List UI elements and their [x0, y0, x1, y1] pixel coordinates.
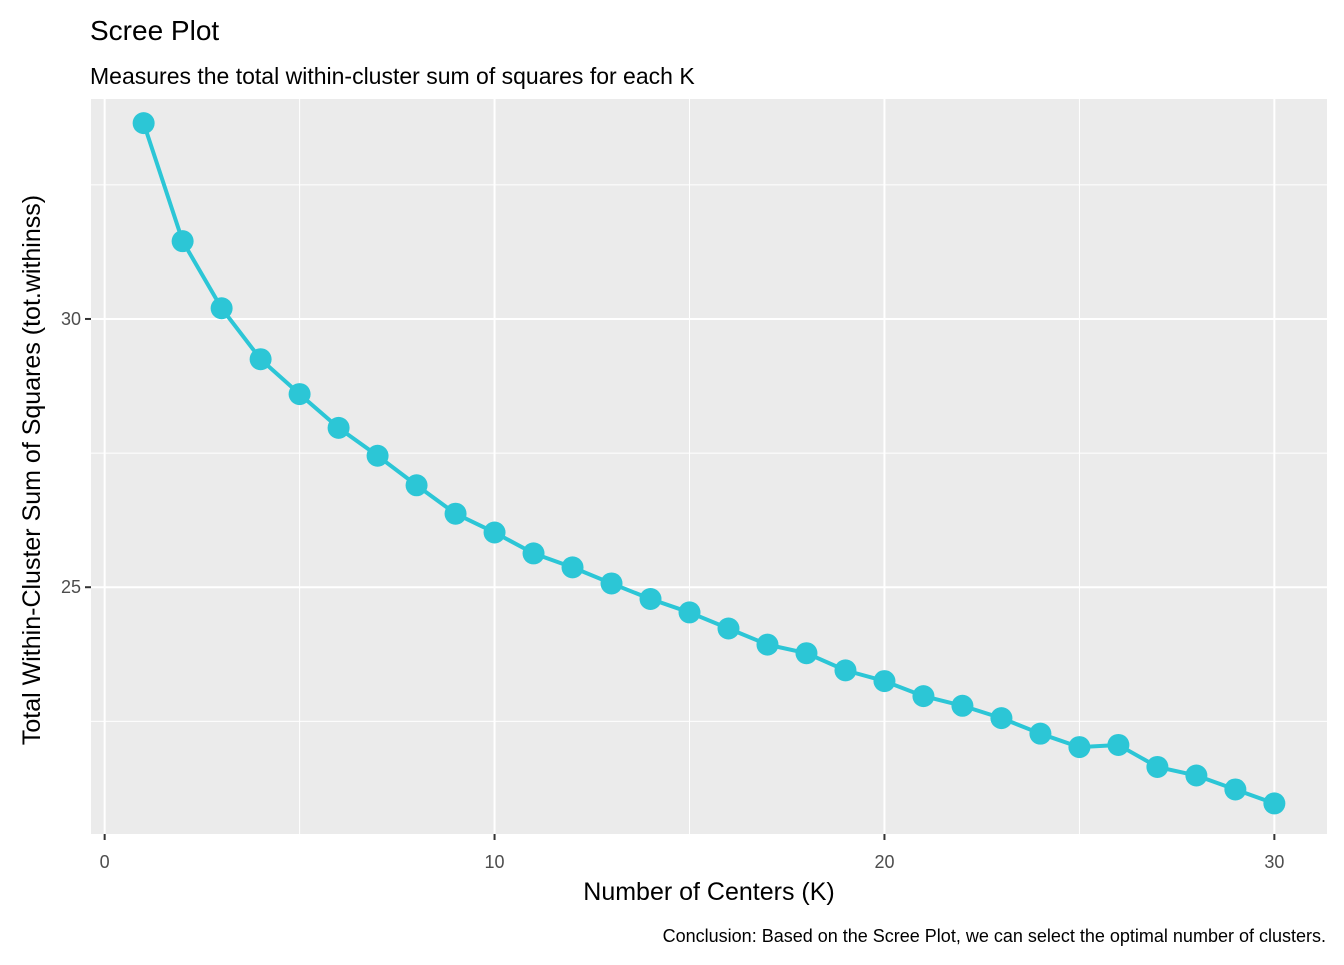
grid-lines	[91, 99, 1327, 834]
y-tick-label: 30	[61, 309, 81, 329]
x-tick-label: 20	[874, 852, 894, 872]
x-tick-label: 30	[1264, 852, 1284, 872]
data-point	[873, 670, 896, 693]
x-tick-label: 10	[485, 852, 505, 872]
data-point	[639, 588, 662, 611]
data-point	[1263, 792, 1286, 815]
data-point	[561, 556, 584, 579]
data-point	[951, 694, 974, 717]
chart-title: Scree Plot	[90, 15, 219, 46]
data-point	[288, 383, 311, 406]
chart-subtitle: Measures the total within-cluster sum of…	[90, 63, 695, 89]
data-point	[366, 444, 389, 467]
data-point	[834, 659, 857, 682]
data-point	[600, 572, 623, 595]
data-point	[249, 348, 272, 371]
data-point	[990, 707, 1013, 730]
chart-caption: Conclusion: Based on the Scree Plot, we …	[663, 926, 1326, 946]
plot-panel	[91, 99, 1327, 834]
data-point	[1068, 736, 1091, 759]
data-point	[717, 617, 740, 640]
series-layer	[132, 112, 1286, 815]
data-point	[132, 112, 155, 135]
axis-layer: 0 10 20 30 25 30	[61, 309, 1284, 872]
data-point	[1224, 778, 1247, 801]
data-point	[483, 521, 506, 544]
x-tick-label: 0	[100, 852, 110, 872]
data-point	[444, 502, 467, 525]
x-axis-label: Number of Centers (K)	[583, 878, 834, 906]
data-point	[327, 416, 350, 439]
data-point	[171, 230, 194, 253]
data-point	[756, 633, 779, 656]
data-point	[1146, 755, 1169, 778]
data-point	[1029, 722, 1052, 745]
data-point	[678, 601, 701, 624]
data-point	[405, 474, 428, 497]
data-point	[1185, 764, 1208, 787]
data-point	[210, 297, 233, 320]
data-point	[1107, 733, 1130, 756]
y-tick-label: 25	[61, 577, 81, 597]
data-point	[522, 542, 545, 565]
y-axis-label: Total Within-Cluster Sum of Squares (tot…	[18, 195, 46, 745]
data-point	[795, 642, 818, 665]
data-point	[912, 685, 935, 708]
